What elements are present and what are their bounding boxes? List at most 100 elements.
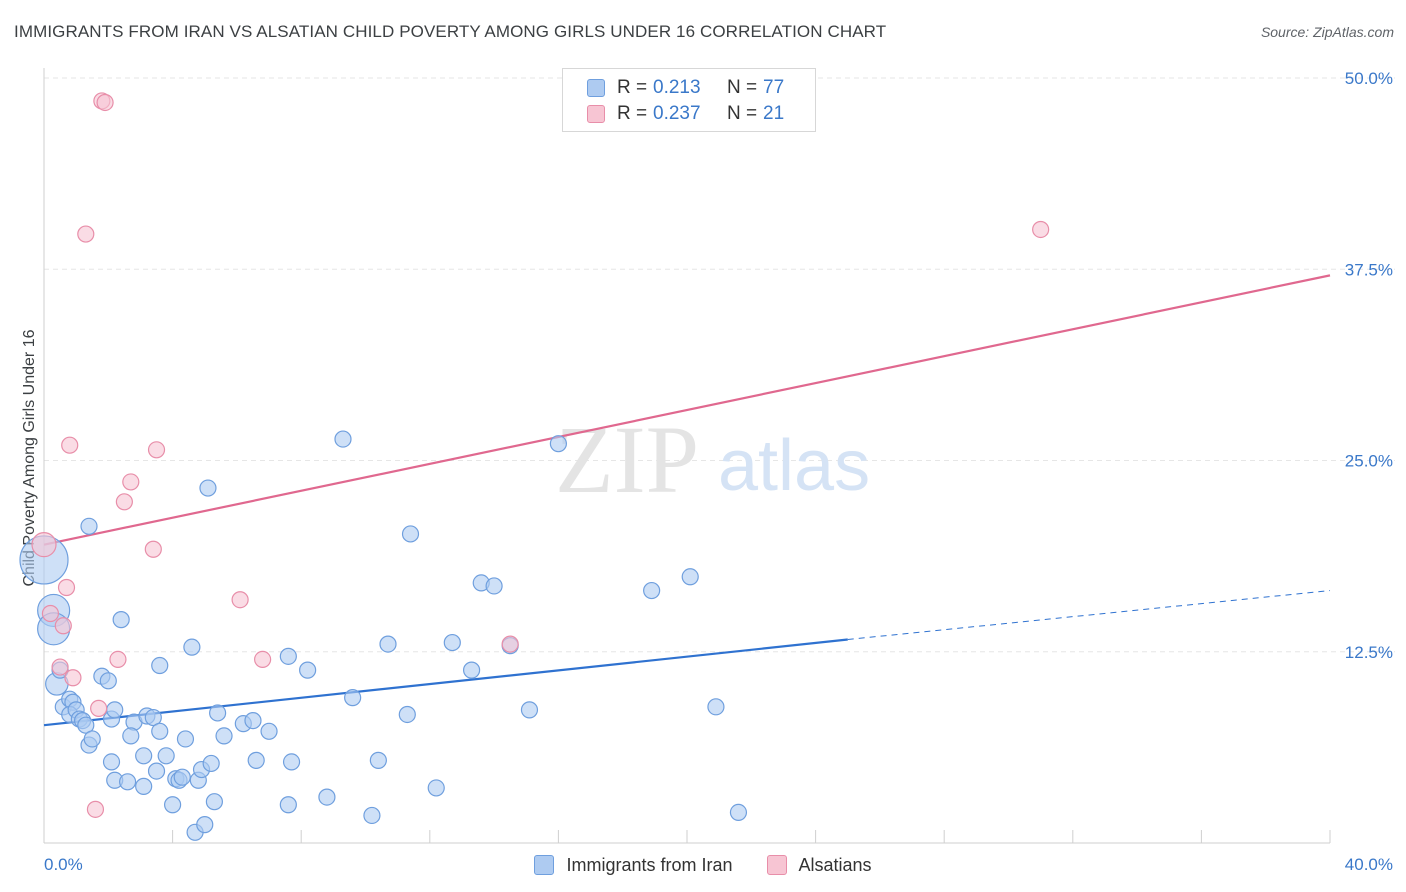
- data-point: [122, 727, 140, 745]
- data-point: [202, 754, 220, 773]
- data-point: [318, 788, 336, 806]
- legend-row-alsatians: R = 0.237 N = 21: [587, 101, 784, 127]
- data-point: [344, 689, 362, 707]
- legend-r-value: 0.237: [653, 103, 701, 124]
- data-point: [77, 225, 95, 243]
- series-swatch-iran: [534, 855, 555, 875]
- data-point: [279, 647, 297, 665]
- data-point: [41, 604, 60, 623]
- data-point: [462, 661, 481, 679]
- data-point: [80, 517, 98, 535]
- data-point: [147, 762, 166, 780]
- data-point: [31, 532, 57, 558]
- tick-labels: 12.5% 25.0% 37.5% 50.0% 0.0% 40.0%: [44, 69, 1393, 874]
- series-legend-iran: Immigrants from Iran: [534, 854, 733, 876]
- trend-line-extension: [847, 590, 1331, 641]
- series-swatch-alsatians: [766, 855, 787, 875]
- legend-r-label: R =: [617, 103, 648, 124]
- data-point: [681, 568, 699, 586]
- data-point: [122, 473, 140, 491]
- trend-line: [43, 638, 848, 727]
- data-point: [369, 751, 387, 769]
- watermark-atlas: atlas: [718, 426, 870, 506]
- data-point: [282, 753, 301, 771]
- data-point: [443, 633, 461, 652]
- data-point: [427, 779, 445, 797]
- data-point: [176, 730, 195, 748]
- data-point: [401, 525, 420, 543]
- data-point: [77, 716, 95, 734]
- legend-n-value: 21: [763, 103, 785, 124]
- chart-title: IMMIGRANTS FROM IRAN VS ALSATIAN CHILD P…: [14, 22, 887, 41]
- y-tick-label: 37.5%: [1345, 260, 1393, 279]
- data-point: [99, 672, 117, 690]
- data-point: [109, 650, 127, 669]
- data-point: [199, 479, 217, 497]
- data-point: [485, 577, 503, 595]
- data-point: [144, 708, 162, 727]
- data-point: [209, 704, 227, 722]
- data-point: [707, 698, 725, 716]
- legend-r-label: R =: [617, 77, 648, 98]
- data-point: [106, 701, 124, 719]
- data-point: [51, 658, 69, 676]
- data-point: [90, 699, 108, 717]
- data-point: [299, 661, 317, 679]
- x-tick-label: 0.0%: [44, 855, 83, 874]
- data-point: [183, 638, 201, 656]
- data-point: [247, 751, 265, 769]
- axes: [43, 68, 1331, 844]
- data-point: [83, 730, 101, 748]
- trend-line: [43, 274, 1331, 546]
- legend-row-iran: R = 0.213 N = 77: [587, 75, 784, 101]
- legend-r-value: 0.213: [653, 77, 701, 98]
- correlation-legend: R = 0.213 N = 77 R = 0.237 N = 21: [562, 68, 816, 132]
- data-point: [244, 711, 262, 730]
- series-label-alsatians: Alsatians: [798, 854, 872, 875]
- data-point: [1032, 220, 1050, 239]
- data-point: [115, 493, 133, 511]
- data-point: [96, 93, 114, 112]
- gridlines: [44, 77, 1395, 653]
- data-points: [19, 92, 1050, 841]
- data-point: [729, 803, 748, 822]
- series-legend-alsatians: Alsatians: [766, 854, 872, 876]
- data-point: [157, 747, 175, 765]
- data-point: [254, 650, 272, 669]
- data-point: [147, 441, 166, 459]
- data-point: [86, 800, 105, 818]
- x-tick-label: 40.0%: [1345, 855, 1393, 874]
- watermark-zip: ZIP: [555, 406, 699, 513]
- data-point: [215, 727, 233, 745]
- legend-swatch-iran: [587, 79, 605, 97]
- y-tick-label: 25.0%: [1345, 452, 1393, 471]
- data-point: [398, 705, 416, 724]
- series-label-iran: Immigrants from Iran: [566, 854, 733, 875]
- trend-lines: [43, 274, 1331, 727]
- data-point: [135, 747, 153, 765]
- data-point: [231, 591, 249, 609]
- data-point: [164, 796, 182, 814]
- data-point: [54, 617, 72, 635]
- legend-n-value: 77: [763, 77, 785, 98]
- data-point: [196, 816, 214, 834]
- watermark: ZIP atlas: [555, 406, 870, 513]
- data-point: [102, 753, 121, 771]
- data-point: [334, 430, 352, 448]
- data-point: [64, 669, 82, 687]
- legend-n-label: N =: [727, 103, 758, 124]
- data-point: [501, 635, 519, 653]
- data-point: [151, 656, 169, 675]
- data-point: [61, 436, 79, 454]
- data-point: [279, 796, 297, 814]
- data-point: [260, 722, 278, 740]
- data-point: [144, 540, 162, 558]
- data-point: [520, 701, 539, 719]
- data-point: [112, 611, 130, 629]
- data-point: [57, 578, 76, 597]
- data-point: [205, 793, 223, 811]
- data-point: [173, 768, 191, 786]
- data-point: [549, 435, 568, 453]
- legend-swatch-alsatians: [587, 105, 605, 123]
